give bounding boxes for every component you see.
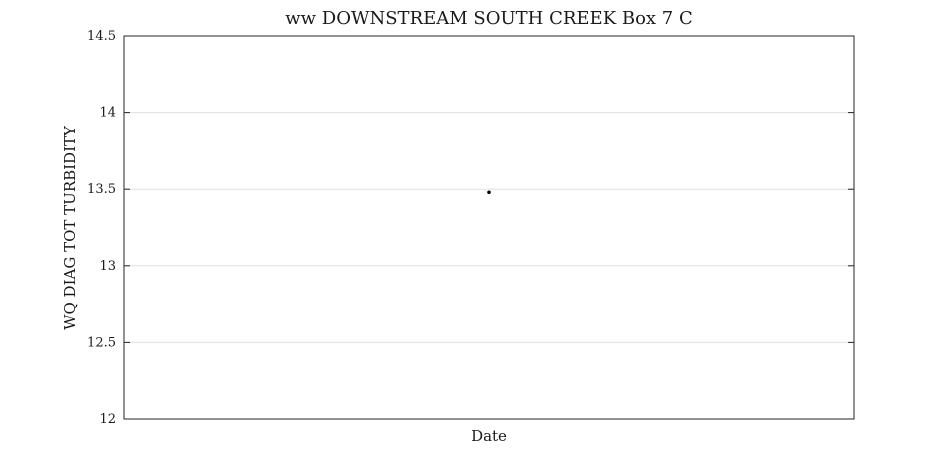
grid-lines [124, 112, 854, 343]
data-point [487, 190, 491, 195]
y-axis-label: WQ DIAG TOT TURBIDITY [61, 125, 79, 330]
plot-area-frame [123, 35, 855, 420]
y-tick-label: 12 [99, 412, 116, 427]
y-tick-label: 14.5 [87, 29, 116, 44]
y-tick-label: 14 [99, 106, 116, 121]
chart-title: ww DOWNSTREAM SOUTH CREEK Box 7 C [285, 8, 693, 29]
y-tick-label: 13.5 [87, 182, 116, 197]
x-axis-label: Date [471, 427, 507, 445]
data-points [487, 190, 491, 195]
y-tick-label: 13 [99, 259, 116, 274]
y-tick-label: 12.5 [87, 335, 116, 350]
y-axis-ticks: 12 12.5 13 13.5 14 14.5 [87, 29, 854, 427]
